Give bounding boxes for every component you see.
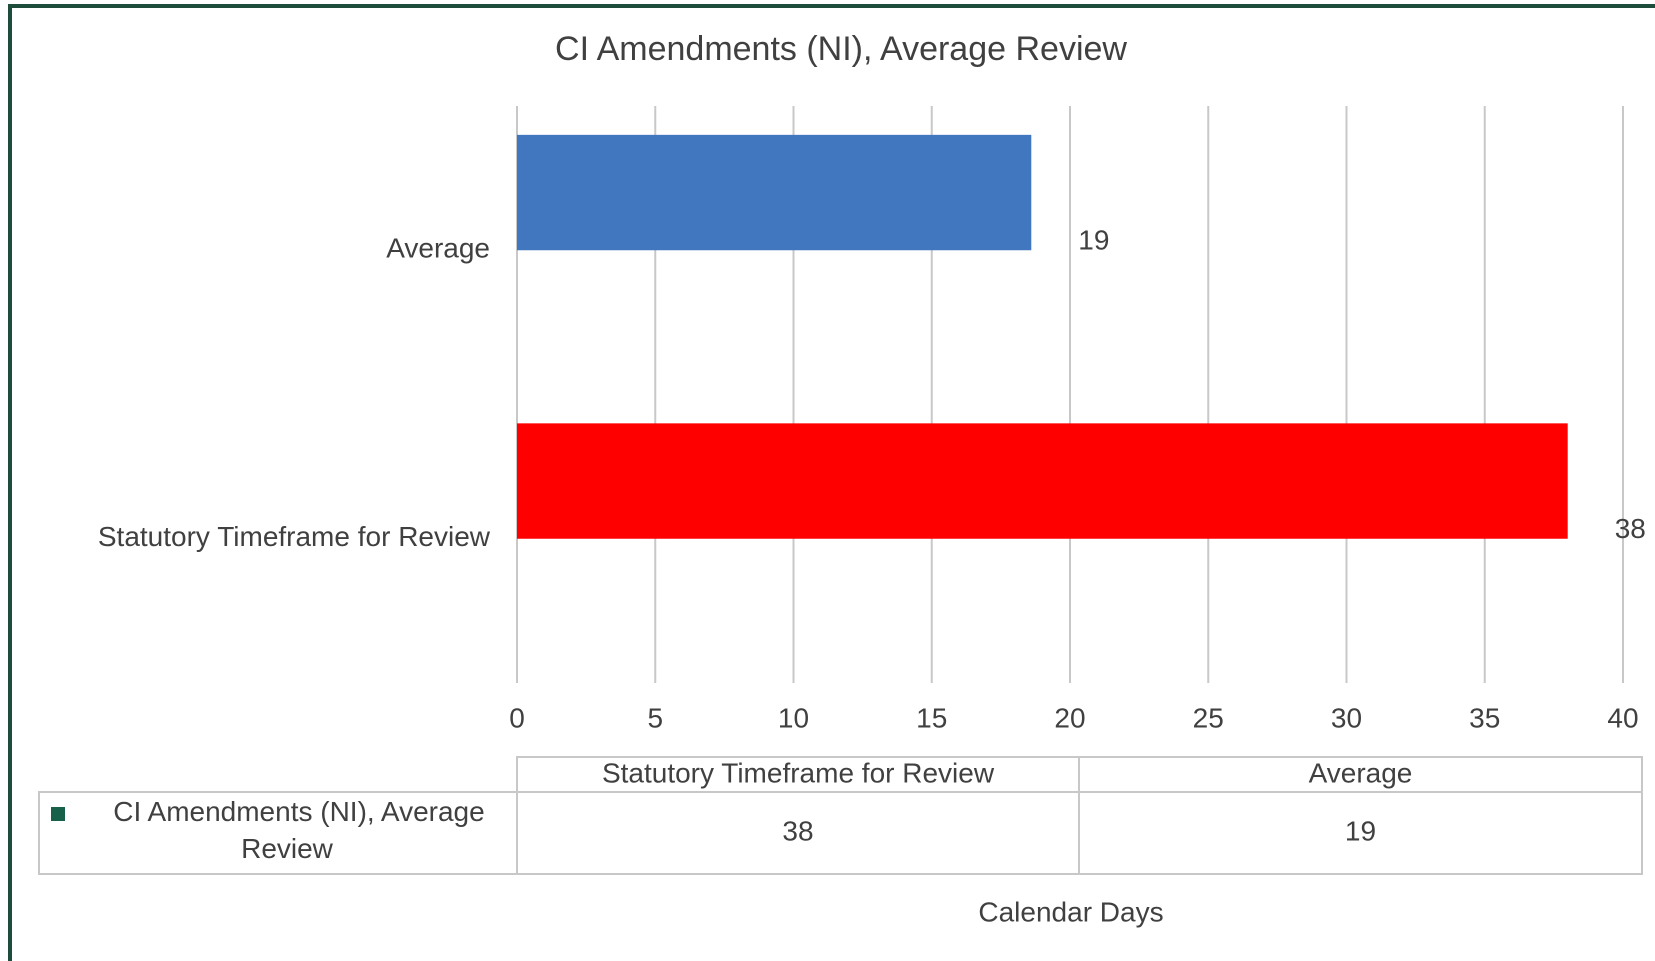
y-tick-label: Statutory Timeframe for Review (98, 521, 491, 552)
frame (8, 4, 1655, 961)
table-header: Statutory Timeframe for Review (602, 757, 995, 788)
x-tick-label: 35 (1469, 702, 1500, 733)
x-tick-label: 25 (1193, 702, 1224, 733)
y-tick-label: Average (386, 233, 490, 264)
x-axis-title: Calendar Days (978, 896, 1163, 927)
bar (517, 134, 1032, 251)
bar (517, 423, 1568, 539)
x-tick-label: 20 (1054, 702, 1085, 733)
chart-title: CI Amendments (NI), Average Review (555, 30, 1127, 68)
table-cell: 38 (782, 815, 813, 846)
x-tick-label: 5 (647, 702, 663, 733)
legend-entry: CI Amendments (NI), Average Review (113, 796, 484, 864)
x-tick-label: 15 (916, 702, 947, 733)
data-label: 38 (1615, 513, 1646, 544)
x-tick-label: 30 (1331, 702, 1362, 733)
x-tick-label: 0 (509, 702, 525, 733)
table-border (38, 791, 1643, 875)
table-cell: 19 (1345, 815, 1376, 846)
data-label: 19 (1078, 225, 1109, 256)
x-tick-label: 40 (1607, 702, 1638, 733)
legend-key (51, 807, 65, 821)
x-tick-label: 10 (778, 702, 809, 733)
table-header: Average (1309, 757, 1413, 788)
